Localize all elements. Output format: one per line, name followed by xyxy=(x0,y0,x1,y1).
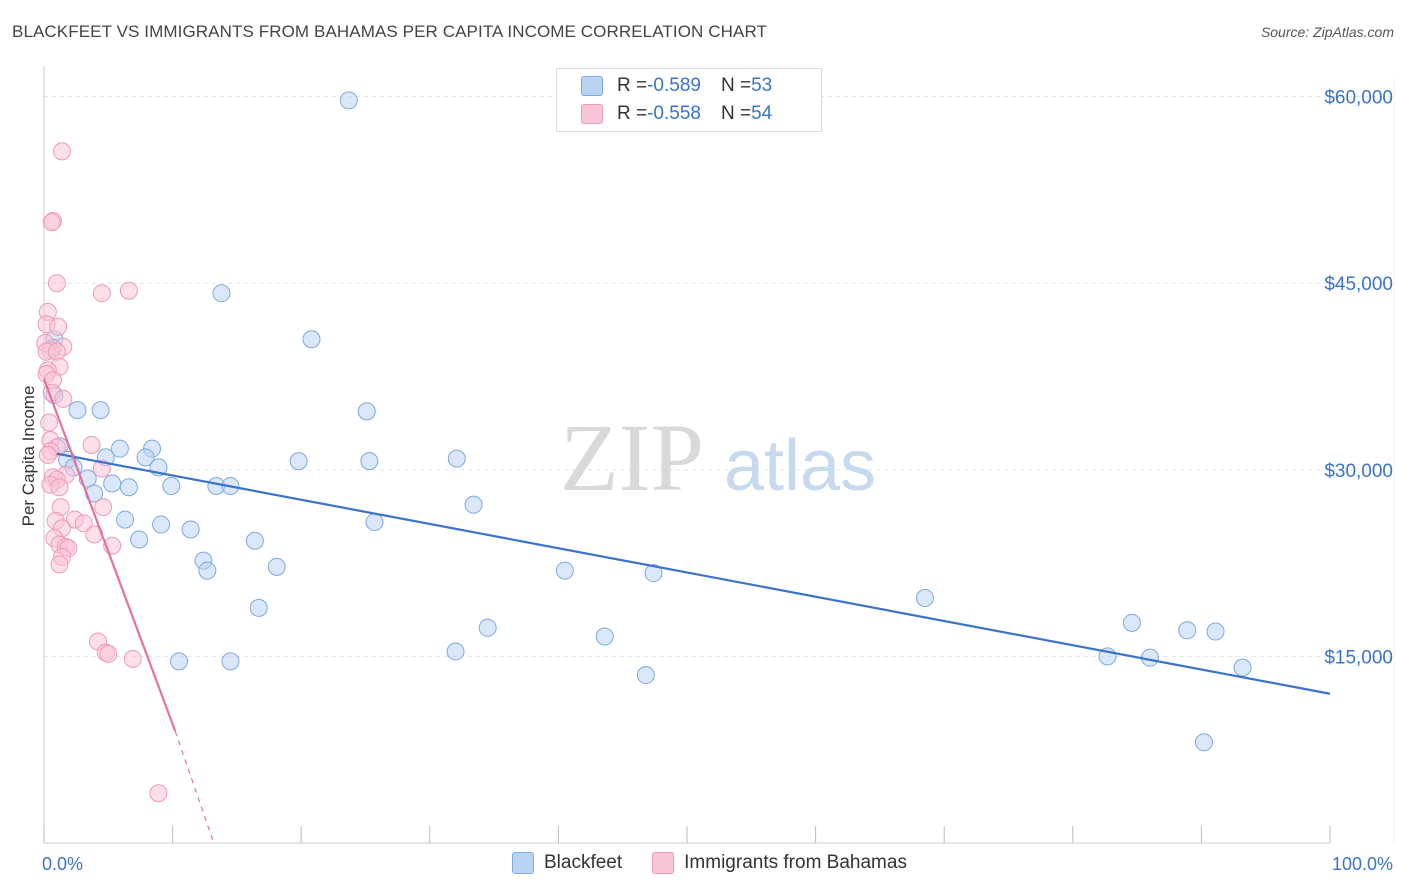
legend-n-label: N = xyxy=(720,103,752,124)
blackfeet-point xyxy=(447,449,466,468)
bahamas-point xyxy=(92,284,111,303)
legend-label-blackfeet: Blackfeet xyxy=(544,852,623,873)
legend-r-value: -0.589 xyxy=(647,75,701,96)
blackfeet-point xyxy=(1233,658,1252,677)
blackfeet-point xyxy=(644,564,663,583)
legend-swatch-blue xyxy=(512,852,534,874)
legend-swatch-pink xyxy=(652,852,675,874)
bahamas-point xyxy=(94,498,113,517)
x-tick-label-max: 100.0% xyxy=(1332,854,1393,874)
legend-n-value: 54 xyxy=(751,103,773,124)
blackfeet-point xyxy=(212,284,231,303)
source-label: Source: ZipAtlas.com xyxy=(1260,24,1394,40)
blackfeet-point xyxy=(91,401,110,420)
stats-legend: R = -0.589 N = 53 R = -0.558 N = 54 xyxy=(556,68,822,132)
blackfeet-point xyxy=(357,402,376,421)
bahamas-point xyxy=(40,413,59,432)
bahamas-point xyxy=(49,317,68,336)
legend-row-blackfeet: R = -0.589 N = 53 xyxy=(581,74,772,98)
bahamas-point xyxy=(99,644,118,663)
blackfeet-point xyxy=(464,495,483,514)
blackfeet-point xyxy=(1194,733,1213,752)
bahamas-trend-line xyxy=(42,378,177,732)
legend-item-blackfeet[interactable]: Blackfeet xyxy=(512,852,622,874)
blackfeet-point xyxy=(339,91,358,110)
blackfeet-point xyxy=(302,330,321,349)
bahamas-point xyxy=(42,213,61,232)
watermark-zip: ZIP xyxy=(560,404,704,511)
blackfeet-point xyxy=(130,530,149,549)
blackfeet-point xyxy=(1178,621,1197,640)
chart-title: BLACKFEET VS IMMIGRANTS FROM BAHAMAS PER… xyxy=(12,22,767,41)
blackfeet-point xyxy=(116,510,135,529)
bahamas-point xyxy=(38,445,57,464)
legend-n-value: 53 xyxy=(751,75,773,96)
blackfeet-point xyxy=(555,561,574,580)
blackfeet-point xyxy=(249,598,268,617)
axes xyxy=(43,66,1395,844)
bahamas-point xyxy=(119,281,138,300)
bahamas-point xyxy=(92,459,111,478)
blackfeet-point xyxy=(103,474,122,493)
blackfeet-point xyxy=(119,478,138,497)
legend-row-bahamas: R = -0.558 N = 54 xyxy=(581,102,772,126)
blackfeet-point xyxy=(170,652,189,671)
blackfeet-point xyxy=(1206,622,1225,641)
blackfeet-points xyxy=(44,91,1252,752)
bahamas-point xyxy=(54,389,73,408)
tick-labels: $15,000 $30,000 $45,000 $60,000 0.0% 100.0% xyxy=(42,88,1393,874)
blackfeet-point xyxy=(446,642,465,661)
blackfeet-point xyxy=(198,561,217,580)
bahamas-point xyxy=(53,142,72,161)
x-tick-label-min: 0.0% xyxy=(42,854,83,874)
blackfeet-point xyxy=(110,439,129,458)
blackfeet-point xyxy=(136,448,155,467)
grid-lines xyxy=(44,96,1394,657)
blackfeet-point xyxy=(221,652,240,671)
legend-r-label: R = xyxy=(617,75,648,96)
bahamas-point xyxy=(50,555,69,574)
blackfeet-point xyxy=(245,531,264,550)
y-tick-label: $15,000 xyxy=(1324,647,1393,668)
y-tick-label: $30,000 xyxy=(1324,461,1393,482)
watermark: ZIP atlas xyxy=(560,404,876,511)
legend-label-bahamas: Immigrants from Bahamas xyxy=(684,852,907,873)
blackfeet-point xyxy=(365,513,384,532)
blackfeet-point xyxy=(162,477,181,495)
legend-swatch-blue xyxy=(581,76,603,96)
legend-swatch-pink xyxy=(581,104,603,124)
blackfeet-trend-line xyxy=(56,452,1331,695)
series-legend: Blackfeet Immigrants from Bahamas xyxy=(512,852,937,874)
legend-r-label: R = xyxy=(617,103,648,124)
trend-lines xyxy=(42,378,1331,844)
blackfeet-point xyxy=(915,588,934,607)
legend-n-label: N = xyxy=(720,75,752,96)
legend-item-bahamas[interactable]: Immigrants from Bahamas xyxy=(652,852,907,874)
y-tick-label: $45,000 xyxy=(1324,274,1393,295)
blackfeet-point xyxy=(1122,613,1141,632)
blackfeet-point xyxy=(360,452,379,471)
blackfeet-point xyxy=(636,666,655,685)
bahamas-point xyxy=(74,514,93,533)
bahamas-point xyxy=(47,342,66,361)
y-tick-label: $60,000 xyxy=(1324,88,1393,109)
bahamas-point xyxy=(47,274,66,293)
y-axis-label: Per Capita Income xyxy=(19,386,38,527)
blackfeet-point xyxy=(289,452,308,471)
bahamas-point xyxy=(149,784,168,803)
blackfeet-point xyxy=(478,618,497,637)
bahamas-points xyxy=(36,142,168,803)
bahamas-point xyxy=(82,435,101,454)
bahamas-point xyxy=(50,478,69,497)
bahamas-trend-extension xyxy=(174,730,215,844)
blackfeet-point xyxy=(595,627,614,646)
blackfeet-point xyxy=(68,401,87,420)
bahamas-point xyxy=(123,649,142,668)
watermark-atlas: atlas xyxy=(724,426,876,506)
blackfeet-point xyxy=(181,520,200,539)
legend-r-value: -0.558 xyxy=(647,103,701,124)
blackfeet-point xyxy=(267,557,286,576)
blackfeet-point xyxy=(152,515,171,534)
